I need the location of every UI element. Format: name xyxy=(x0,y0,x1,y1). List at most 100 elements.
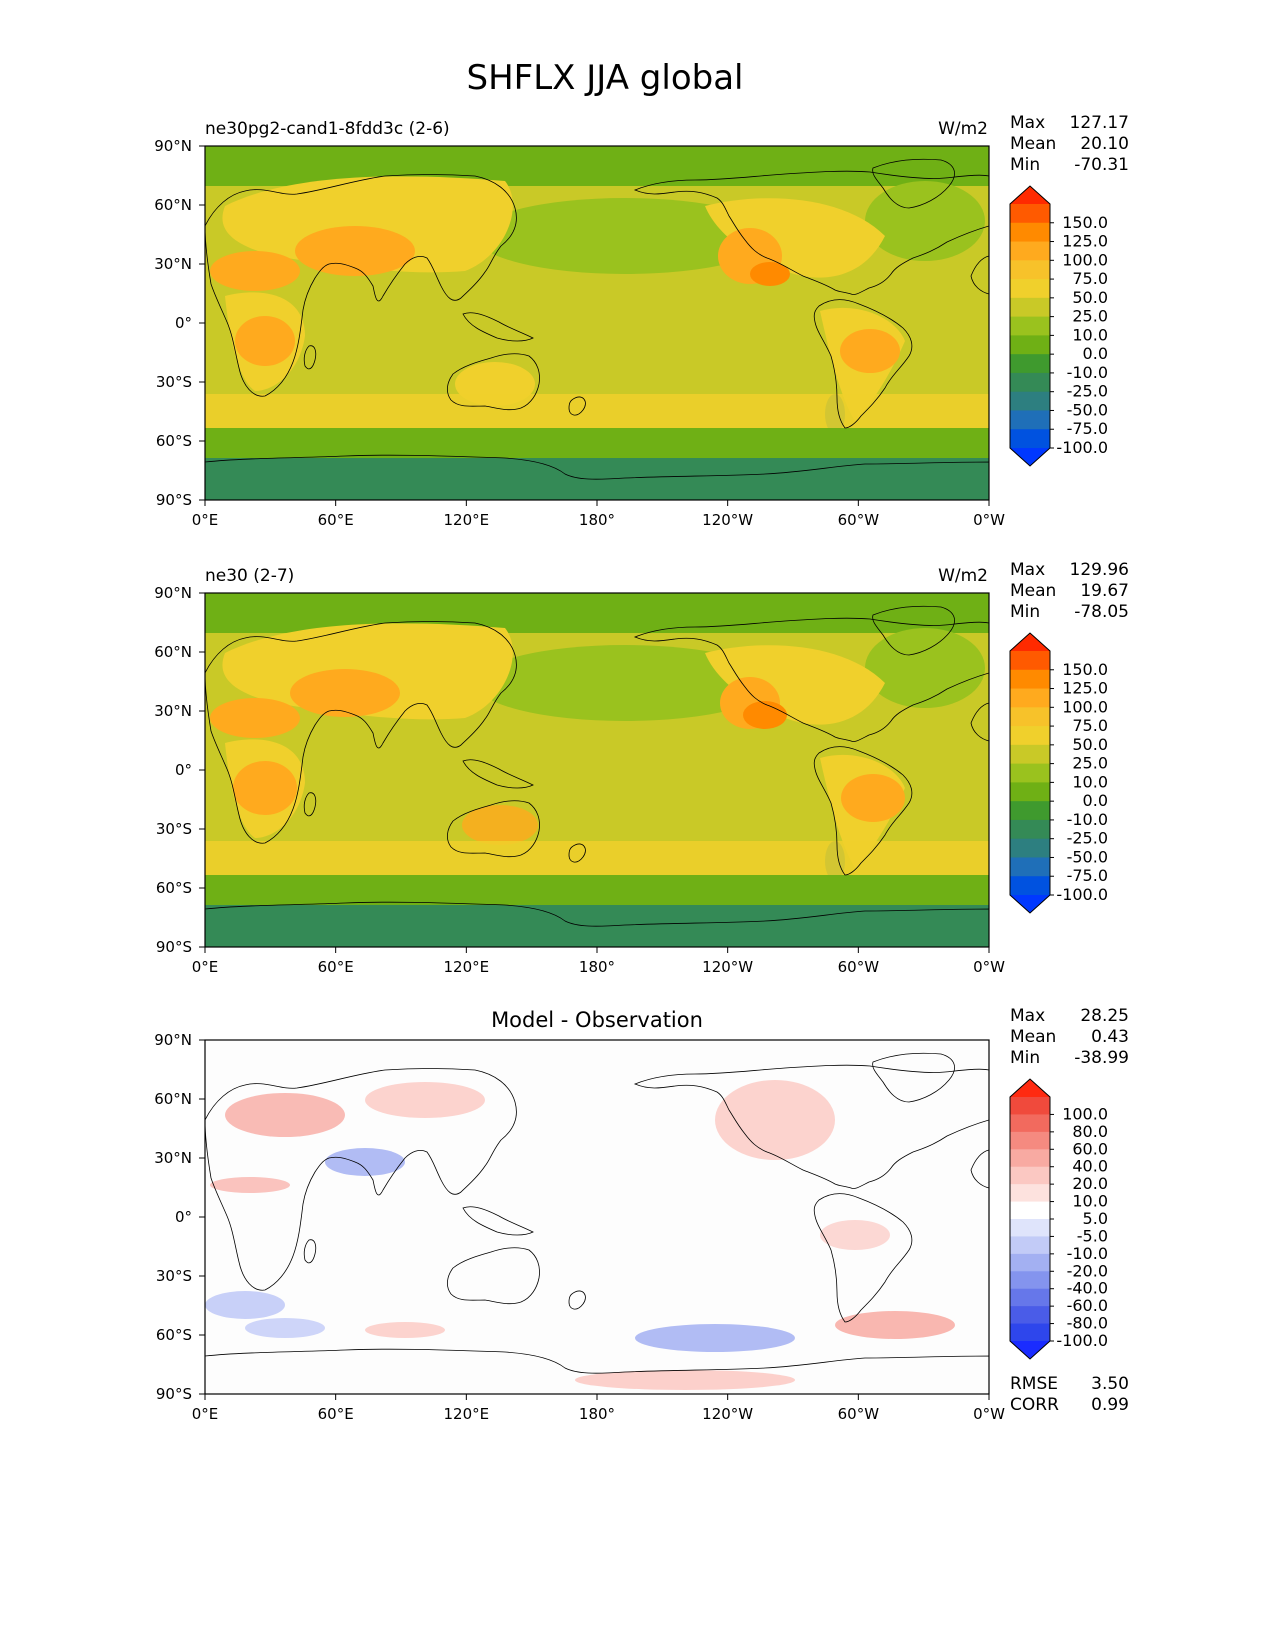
panel-3-map: 0°E 60°E 120°E 180° 120°W 60°W 0°W 90°N 60°N 30°N… xyxy=(154,1031,1005,1423)
figure-title: SHFLX JJA global xyxy=(467,58,744,98)
panel-3-field-na-pos xyxy=(715,1080,835,1160)
panel-1-colorbar-swatch xyxy=(1010,410,1050,430)
panel-1-field-samerica-hot xyxy=(840,329,900,373)
panel-2-colorbar-label: 0.0 xyxy=(1083,791,1108,810)
panel-1-xtick-label: 60°E xyxy=(318,511,354,529)
panel-3-colorbar-label: -5.0 xyxy=(1077,1226,1108,1245)
panel-3-stat-label-min: Min xyxy=(1010,1048,1040,1068)
panel-2-xtick-label: 120°W xyxy=(702,958,753,976)
panel-1-ytick-label: 30°S xyxy=(156,373,192,391)
panel-3-colorbar-extend-max xyxy=(1010,1079,1050,1097)
panel-3-colorbar-label: 5.0 xyxy=(1083,1209,1108,1228)
panel-1-ytick-label: 60°S xyxy=(156,432,192,450)
panel-1-colorbar-label: -100.0 xyxy=(1056,438,1108,457)
panel-1-colorbar-label: 100.0 xyxy=(1062,250,1108,269)
panel-3-colorbar-label: -20.0 xyxy=(1067,1261,1108,1280)
panel-3-colorbar-label: -100.0 xyxy=(1056,1331,1108,1350)
panel-1-colorbar-swatch xyxy=(1010,204,1050,224)
panel-3-field-sa-pos2 xyxy=(835,1311,955,1339)
panel-2-xtick-label: 60°W xyxy=(838,958,880,976)
panel-1-field-eurasia xyxy=(222,176,513,273)
panel-2-ytick-label: 0° xyxy=(175,761,192,779)
panel-2-colorbar-label: 100.0 xyxy=(1062,697,1108,716)
panel-2-stat-label-max: Max xyxy=(1010,560,1045,580)
panel-1-ytick-label: 0° xyxy=(175,314,192,332)
panel-1-stats: Max 127.17 Mean 20.10 Min -70.31 xyxy=(1010,113,1129,175)
panel-2-xtick-label: 120°E xyxy=(444,958,490,976)
panel-3-field-tibet-neg xyxy=(325,1148,405,1176)
panel-3-ytick-label: 30°S xyxy=(156,1267,192,1285)
panel-3-ytick-label: 60°S xyxy=(156,1326,192,1344)
panel-3-colorbar-swatch xyxy=(1010,1236,1050,1255)
panel-1-ytick-label: 90°S xyxy=(156,491,192,509)
panel-3-field-europe-pos xyxy=(225,1093,345,1137)
panel-1-colorbar-swatch xyxy=(1010,279,1050,299)
panel-1-colorbar-label: -25.0 xyxy=(1067,382,1108,401)
panel-2-colorbar-label: 150.0 xyxy=(1062,660,1108,679)
panel-3-field-base xyxy=(205,1040,989,1394)
panel-2-colorbar-extend-min xyxy=(1010,895,1050,913)
panel-2-colorbar-label: -50.0 xyxy=(1067,847,1108,866)
panel-2-colorbar-label: 10.0 xyxy=(1072,772,1108,791)
panel-2-ytick-label: 60°S xyxy=(156,879,192,897)
panel-3-xtick-label: 0°E xyxy=(192,1405,219,1423)
panel-1-ticks: 0°E 60°E 120°E 180° 120°W 60°W 0°W 90°N 60°N 30°N… xyxy=(154,137,1005,529)
panel-2-colorbar-swatch xyxy=(1010,876,1050,896)
panel-2-field-mexico-hot xyxy=(743,701,787,729)
panel-1-ytick-label: 60°N xyxy=(154,196,192,214)
panel-1-colorbar-swatch xyxy=(1010,222,1050,243)
panel-1: ne30pg2-cand1-8fdd3c (2-6) W/m2 Max 127.… xyxy=(154,113,1129,529)
panel-1-units: W/m2 xyxy=(938,119,988,139)
panel-2-field-australia xyxy=(462,805,538,845)
panel-1-colorbar-swatch xyxy=(1010,372,1050,393)
panel-1-xtick-label: 60°W xyxy=(838,511,880,529)
panel-3-xtick-label: 180° xyxy=(579,1405,615,1423)
panel-1-colorbar-swatch xyxy=(1010,354,1050,374)
panel-1-colorbar-label: 10.0 xyxy=(1072,325,1108,344)
panel-1-xtick-label: 120°W xyxy=(702,511,753,529)
panel-2-colorbar: 150.0125.0100.075.050.025.010.00.0-10.0-… xyxy=(1009,632,1108,914)
panel-2-colorbar-swatch xyxy=(1010,726,1050,746)
panel-1-field-so-green xyxy=(205,428,989,458)
panel-3-field-sio-neg xyxy=(205,1291,285,1319)
panel-2-field-samerica-hot xyxy=(841,774,905,822)
panel-2-xtick-label: 0°E xyxy=(192,958,219,976)
panel-2-ticks: 0°E 60°E 120°E 180° 120°W 60°W 0°W 90°N 60°N 30°N… xyxy=(154,584,1005,976)
panel-3-stat-label-max: Max xyxy=(1010,1006,1045,1026)
panel-1-colorbar-label: -50.0 xyxy=(1067,400,1108,419)
panel-2-colorbar-label: -100.0 xyxy=(1056,885,1108,904)
panel-1-ytick-label: 30°N xyxy=(154,255,192,273)
panel-2-stat-value-max: 129.96 xyxy=(1070,560,1129,580)
panel-2-xtick-label: 180° xyxy=(579,958,615,976)
panel-3-ticks: 0°E 60°E 120°E 180° 120°W 60°W 0°W 90°N 60°N 30°N… xyxy=(154,1031,1005,1423)
panel-1-xtick-label: 180° xyxy=(579,511,615,529)
panel-3: Model - Observation Max 28.25 Mean 0.43 … xyxy=(154,1006,1129,1423)
panel-3-colorbar-swatch xyxy=(1010,1219,1050,1237)
panel-1-colorbar-swatch xyxy=(1010,335,1050,355)
panel-3-xtick-label: 120°E xyxy=(444,1405,490,1423)
panel-3-colorbar-label: 80.0 xyxy=(1072,1122,1108,1141)
panel-2-colorbar-swatch xyxy=(1010,782,1050,802)
panel-2-colorbar-swatch xyxy=(1010,707,1050,727)
panel-3-colorbar-label: -10.0 xyxy=(1067,1244,1108,1263)
panel-2-colorbar-label: 75.0 xyxy=(1072,716,1108,735)
panel-3-ytick-label: 30°N xyxy=(154,1149,192,1167)
panel-1-ytick-label: 90°N xyxy=(154,137,192,155)
panel-2-colorbar-label: -25.0 xyxy=(1067,829,1108,848)
panel-1-colorbar-swatch xyxy=(1010,241,1050,261)
panel-1-colorbar-swatch xyxy=(1010,316,1050,336)
panel-3-metric-value-corr: 0.99 xyxy=(1091,1395,1129,1415)
panel-2-colorbar-label: -10.0 xyxy=(1067,810,1108,829)
panel-1-stat-value-max: 127.17 xyxy=(1070,113,1129,133)
panel-3-colorbar-swatch xyxy=(1010,1271,1050,1290)
panel-3-colorbar-label: 100.0 xyxy=(1062,1104,1108,1123)
panel-3-metric-value-rmse: 3.50 xyxy=(1091,1374,1129,1394)
panel-3-stat-label-mean: Mean xyxy=(1010,1027,1056,1047)
panel-2-stat-label-min: Min xyxy=(1010,602,1040,622)
panel-3-colorbar-label: 20.0 xyxy=(1072,1174,1108,1193)
panel-3-field-siberia-pos xyxy=(365,1082,485,1118)
panel-3-xtick-label: 120°W xyxy=(702,1405,753,1423)
panel-2-field-namerica xyxy=(705,645,885,725)
panel-3-colorbar-swatch xyxy=(1010,1114,1050,1133)
panel-1-field-so-band xyxy=(205,394,989,428)
